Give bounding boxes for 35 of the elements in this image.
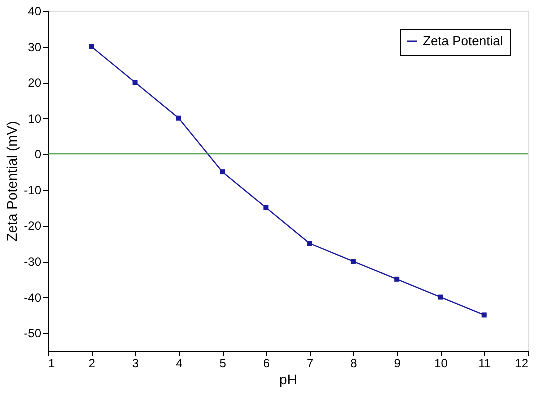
y-axis-title: Zeta Potential (mV) [4,121,20,242]
x-tick-label: 8 [350,356,358,370]
x-tick-label: 2 [88,356,96,370]
x-tick-label: 10 [434,356,448,370]
y-tick-label: 10 [28,112,42,126]
x-tick-label: 3 [132,356,140,370]
point [394,276,400,282]
point [264,205,269,210]
x-tick-label: 5 [220,356,227,370]
y-tick-label: 40 [28,4,42,18]
y-tick-label: 30 [28,40,42,54]
legend-label: Zeta Potential [423,34,504,48]
y-tick-label: -10 [24,183,42,198]
point [220,170,226,175]
point [350,259,356,264]
point [132,80,138,86]
point [438,294,444,300]
point [482,312,487,318]
point [176,116,182,121]
y-tick-label: -30 [24,255,42,270]
x-tick-label: 1 [48,356,56,370]
x-tick-label: 9 [394,356,402,370]
x-tick-label: 6 [263,356,270,370]
y-tick-label: -40 [24,290,42,305]
x-tick-label: 12 [515,356,529,370]
x-tick-label: 11 [478,356,492,370]
y-tick-label: -20 [24,219,42,234]
point [307,241,312,246]
y-tick-label: 0 [34,148,42,162]
y-tick-label: -50 [24,326,42,341]
point [89,44,94,50]
y-tick-label: 20 [28,76,42,90]
x-tick-label: 7 [306,356,314,370]
x-axis-title: pH [280,372,298,388]
x-tick-label: 4 [176,356,184,370]
